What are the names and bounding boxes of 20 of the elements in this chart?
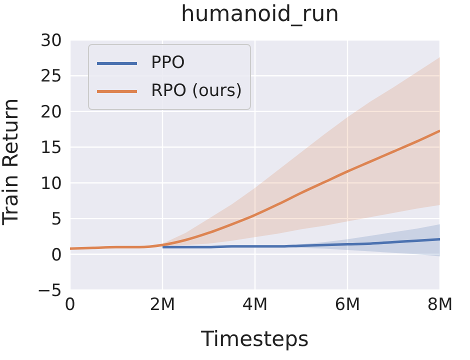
y-tick-label: 20 [40,102,62,122]
chart-title: humanoid_run [180,2,340,27]
y-tick-label: 15 [40,138,62,158]
x-tick-label: 2M [150,295,176,316]
line-series [70,129,440,250]
x-tick-label: 4M [242,295,268,316]
y-tick-label: 5 [51,210,62,230]
x-axis-title: Timesteps [200,327,309,351]
x-tick-label: 8M [427,295,453,316]
y-tick-label: 30 [40,31,62,52]
x-tick-label: 0 [64,295,76,316]
y-axis-title: Train Return [0,98,22,226]
y-tick-label: 25 [40,66,62,87]
y-tick-label: −5 [36,281,62,302]
y-tick-label: 0 [51,245,62,266]
x-tick-label: 6M [334,295,360,316]
y-tick-label: 10 [40,174,62,194]
legend-label: PPO [151,52,185,75]
legend-label: RPO (ours) [151,80,242,103]
line-series [161,238,440,248]
